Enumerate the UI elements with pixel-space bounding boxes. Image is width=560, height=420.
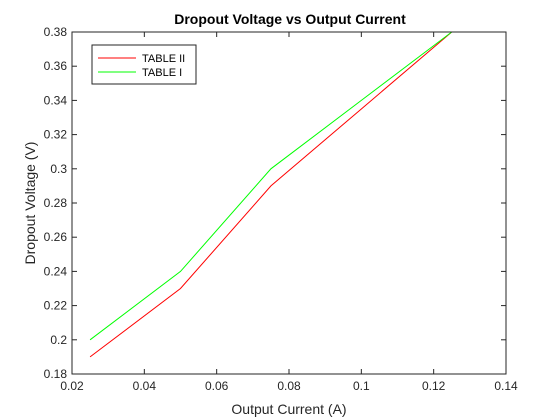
y-tick-label: 0.18: [44, 367, 68, 381]
y-tick-label: 0.3: [50, 162, 67, 176]
x-tick-label: 0.1: [353, 379, 370, 393]
x-tick-label: 0.12: [422, 379, 446, 393]
legend-label-1: TABLE II: [142, 53, 185, 65]
ticks-layer: 0.02 0.04 0.06 0.08 0.1 0.12 0.14 0.18 0.2 0.22 0.…: [44, 25, 518, 393]
series-line-1: [89, 31, 453, 358]
x-tick-label: 0.08: [277, 379, 301, 393]
legend: TABLE II TABLE I: [91, 44, 197, 85]
y-tick-label: 0.36: [44, 59, 68, 73]
x-tick-label: 0.04: [133, 379, 157, 393]
x-axis-title: Output Current (A): [231, 401, 346, 417]
y-tick-label: 0.38: [44, 25, 68, 39]
y-tick-label: 0.32: [44, 128, 68, 142]
x-tick-label: 0.14: [494, 379, 518, 393]
y-tick-label: 0.34: [44, 93, 68, 107]
y-axis-title: Dropout Voltage (V): [22, 142, 38, 265]
plot-area: [72, 32, 506, 374]
series-line-2: [89, 31, 453, 341]
y-tick-label: 0.28: [44, 196, 68, 210]
x-tick-label: 0.06: [205, 379, 229, 393]
x-tick-label: 0.02: [60, 379, 84, 393]
legend-box: [91, 44, 197, 85]
chart-title: Dropout Voltage vs Output Current: [174, 11, 406, 27]
y-tick-label: 0.22: [44, 299, 68, 313]
y-tick-label: 0.24: [44, 264, 68, 278]
series-layer: [89, 31, 453, 358]
legend-label-2: TABLE I: [142, 67, 182, 79]
y-tick-label: 0.26: [44, 230, 68, 244]
y-tick-label: 0.2: [50, 333, 67, 347]
